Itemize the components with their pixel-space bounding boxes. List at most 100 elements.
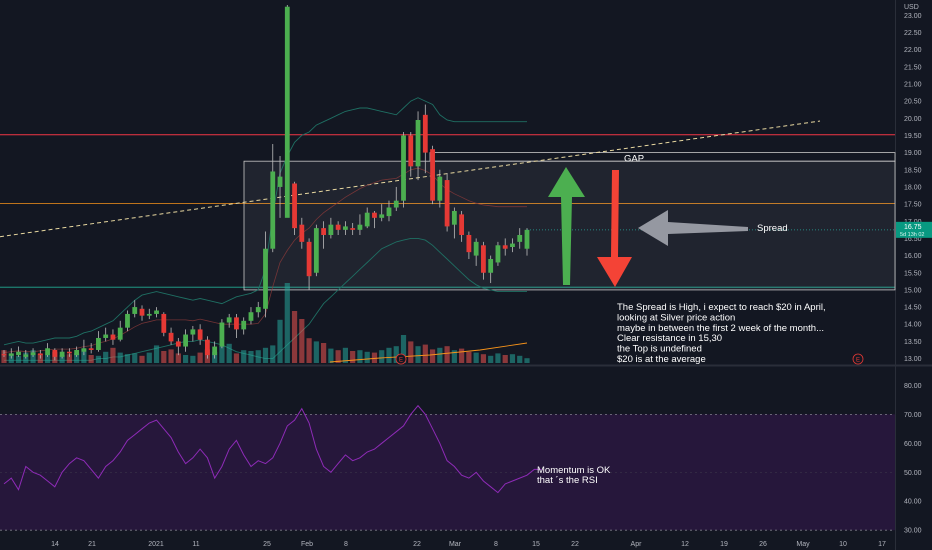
time-tick-label: 8 [344, 541, 348, 548]
candle-body [103, 334, 109, 338]
price-tick-label: 16.00 [904, 253, 922, 260]
volume-bar [495, 353, 501, 363]
candle-body [437, 176, 443, 201]
volume-bar [103, 351, 109, 363]
candle-body [422, 114, 428, 153]
candle-body [292, 183, 297, 229]
candle-body [386, 207, 392, 217]
candle-body [52, 349, 58, 357]
time-tick-label: 19 [720, 541, 728, 548]
price-tick-label: 17.50 [904, 202, 922, 209]
candle-body [30, 352, 36, 356]
candle-body [277, 176, 283, 187]
time-tick-label: 22 [571, 541, 579, 548]
volume-bar [371, 352, 378, 363]
earnings-marker-icon [852, 353, 864, 365]
volume-bar [459, 348, 465, 363]
candle-body [321, 228, 327, 235]
price-tick-label: 21.00 [904, 81, 922, 88]
volume-bar [190, 355, 196, 363]
volume-bar [197, 352, 203, 363]
candle-body [125, 313, 130, 328]
time-tick-label: 12 [681, 541, 689, 548]
candle-body [37, 353, 43, 356]
candle-body [524, 229, 530, 249]
candle-body [364, 212, 370, 227]
volume-bar [429, 349, 436, 363]
candle-body [270, 171, 276, 249]
candle-body [408, 135, 414, 167]
price-tick-label: 14.50 [904, 305, 922, 312]
time-tick-label: 10 [839, 541, 847, 548]
candle-body [255, 307, 261, 313]
price-tick-label: 13.00 [904, 356, 922, 363]
spread-note-line: Clear resistance in 15,30 [617, 333, 722, 344]
volume-bar [270, 345, 276, 363]
candle-body [466, 234, 472, 253]
spread-note-line: the Top is undefined [617, 344, 702, 355]
gap-label: GAP [624, 153, 644, 164]
volume-bar [226, 343, 232, 363]
candle-body [357, 224, 363, 230]
time-tick-label: 22 [413, 541, 421, 548]
time-tick-label: 8 [494, 541, 498, 548]
time-tick-label: Mar [449, 541, 462, 548]
candle-body [16, 351, 21, 356]
volume-bar [132, 353, 138, 363]
volume-bar [335, 350, 341, 363]
candle-body [488, 259, 494, 273]
time-tick-label: 26 [759, 541, 767, 548]
candle-body [81, 348, 87, 352]
candle-body [139, 308, 145, 316]
volume-bar [400, 335, 407, 363]
price-tick-label: 18.00 [904, 184, 922, 191]
volume-bar [277, 319, 283, 363]
red-down-arrow [597, 170, 632, 287]
candle-body [96, 337, 101, 350]
volume-bar [241, 350, 247, 363]
volume-bar [488, 355, 494, 363]
candle-body [154, 310, 159, 314]
candle-body [263, 248, 268, 309]
volume-bar [386, 347, 392, 363]
volume-bar [313, 341, 319, 363]
spread-note-line: The Spread is High, i expect to reach $2… [617, 302, 826, 313]
volume-bar [321, 343, 327, 363]
time-tick-label: 15 [532, 541, 540, 548]
candle-body [219, 322, 225, 347]
volume-bar [408, 341, 414, 363]
volume-bar [262, 347, 269, 363]
candle-body [161, 313, 167, 333]
currency-label: USD [904, 4, 919, 11]
candle-body [45, 348, 50, 356]
last-price-badge [896, 221, 932, 238]
volume-bar [59, 355, 65, 363]
volume-bar [44, 355, 51, 363]
volume-bar [139, 355, 145, 363]
volume-bar [357, 350, 363, 363]
volume-bar [328, 348, 334, 363]
rsi-tick-label: 60.00 [904, 441, 922, 448]
price-tick-label: 22.50 [904, 30, 922, 37]
volume-bar [393, 346, 399, 363]
volume-bar [299, 319, 305, 363]
green-up-arrow [548, 167, 585, 285]
candle-body [168, 332, 174, 342]
time-tick-label: 17 [878, 541, 886, 548]
volume-bar [342, 347, 349, 363]
candle-body [328, 224, 334, 235]
volume-bar [473, 352, 479, 363]
candle-body [190, 329, 196, 335]
candle-body [88, 348, 94, 350]
volume-bar [422, 344, 428, 363]
trend-line [0, 120, 821, 238]
price-tick-label: 20.00 [904, 116, 922, 123]
price-tick-label: 19.00 [904, 150, 922, 157]
volume-bar [168, 349, 174, 363]
candle-body [517, 234, 523, 242]
candle-body [146, 313, 152, 316]
candle-body [350, 228, 356, 230]
volume-bar [451, 350, 457, 363]
